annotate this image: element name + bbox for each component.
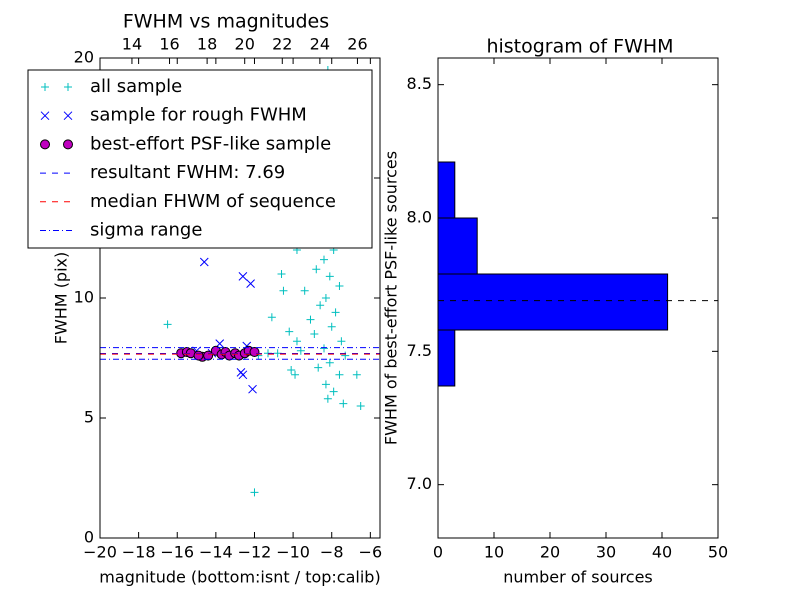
point — [40, 111, 50, 121]
y-tick-label: 20 — [74, 48, 94, 67]
point — [327, 322, 336, 331]
point — [312, 265, 321, 274]
x2-tick-label: 14 — [122, 35, 142, 54]
point — [238, 370, 248, 380]
point — [341, 351, 350, 360]
y-tick-label: 8.0 — [407, 208, 432, 227]
point — [246, 279, 255, 288]
point — [325, 358, 334, 367]
y-tick-label: 7.0 — [407, 474, 432, 493]
point — [248, 384, 257, 394]
x-tick-label: −8 — [320, 543, 344, 562]
bar — [437, 273, 669, 331]
point — [291, 370, 300, 379]
chart-title: histogram of FWHM — [486, 36, 673, 58]
x-tick-label: 50 — [708, 543, 728, 562]
point — [310, 330, 319, 338]
x2-tick-label: 26 — [347, 35, 367, 54]
y-axis-label: FWHM (pix) — [52, 252, 71, 345]
axes-frame — [99, 57, 381, 539]
x-tick-label: −14 — [199, 543, 233, 562]
legend-label: all sample — [90, 76, 182, 97]
x-tick-label: 20 — [540, 543, 560, 562]
point — [287, 366, 296, 374]
point — [41, 83, 49, 91]
point — [64, 83, 72, 91]
point — [320, 344, 328, 353]
legend-label: sigma range — [90, 220, 202, 241]
y-tick-label: 10 — [74, 288, 94, 307]
point — [321, 380, 330, 389]
y-tick-label: 0 — [84, 528, 94, 547]
x-axis-label: magnitude (bottom:isnt / top:calib) — [99, 568, 380, 587]
point — [63, 139, 73, 150]
point — [314, 363, 323, 372]
x2-tick-label: 16 — [159, 35, 179, 54]
point — [249, 347, 260, 357]
point — [306, 315, 315, 324]
legend-label: best-effort PSF-like sample — [90, 133, 331, 154]
x-tick-label: −10 — [276, 543, 310, 562]
y-tick-label: 5 — [84, 408, 94, 427]
legend — [27, 69, 373, 249]
point — [300, 286, 309, 295]
y-tick-label: 8.5 — [407, 74, 432, 93]
point — [163, 320, 172, 329]
point — [335, 370, 344, 379]
point — [339, 399, 348, 408]
x-tick-label: −20 — [83, 543, 117, 562]
point — [323, 394, 332, 403]
bar — [437, 329, 456, 387]
x-tick-label: −12 — [238, 543, 272, 562]
point — [331, 308, 340, 317]
x-tick-label: 0 — [433, 543, 443, 562]
point — [267, 313, 276, 322]
point — [321, 294, 330, 302]
x-tick-label: −18 — [122, 543, 156, 562]
point — [285, 327, 294, 336]
point — [277, 270, 286, 278]
axes-frame — [437, 57, 719, 539]
point — [250, 488, 259, 497]
x-tick-label: 40 — [652, 543, 672, 562]
point — [238, 272, 248, 281]
x2-tick-label: 24 — [310, 35, 330, 54]
y-tick-label: 7.5 — [407, 341, 432, 360]
point — [199, 257, 209, 267]
legend-label: median FHWM of sequence — [90, 191, 336, 212]
bar — [437, 161, 456, 219]
bar — [437, 217, 478, 275]
point — [40, 139, 50, 150]
x-tick-label: −6 — [359, 543, 383, 562]
chart-title: FWHM vs magnitudes — [123, 11, 329, 33]
point — [329, 387, 338, 396]
point — [352, 370, 361, 379]
x2-tick-label: 20 — [235, 35, 255, 54]
x-tick-label: 10 — [484, 543, 504, 562]
point — [63, 111, 73, 121]
point — [320, 255, 328, 264]
point — [335, 282, 344, 290]
x-tick-label: −16 — [160, 543, 194, 562]
x-axis-label: number of sources — [503, 568, 653, 587]
x2-tick-label: 22 — [272, 35, 292, 54]
point — [337, 337, 346, 346]
point — [292, 337, 301, 346]
point — [316, 301, 325, 310]
legend-label: resultant FWHM: 7.69 — [90, 162, 285, 183]
legend-label: sample for rough FWHM — [90, 105, 307, 126]
y-axis-label: FWHM of best-effort PSF-like sources — [382, 151, 401, 445]
x2-tick-label: 18 — [197, 35, 217, 54]
x-tick-label: 30 — [596, 543, 616, 562]
point — [279, 286, 288, 295]
point — [325, 272, 334, 281]
point — [356, 402, 365, 410]
